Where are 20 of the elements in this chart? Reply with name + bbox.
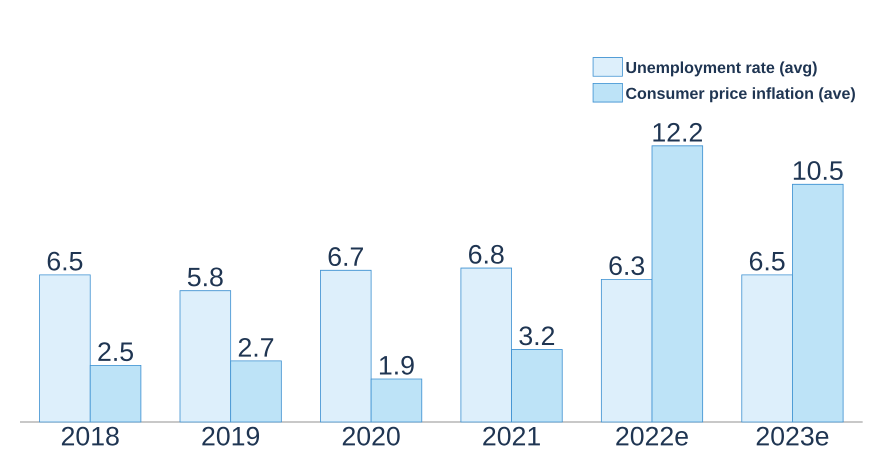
data-label: 5.8 (188, 268, 223, 286)
x-tick-label: 2018 (62, 426, 119, 446)
data-label: 12.2 (653, 122, 702, 142)
data-label: 6.8 (469, 244, 504, 264)
x-tick-label: 2019 (202, 426, 260, 446)
legend-label: Unemployment rate (avg) (626, 61, 817, 76)
x-tick-label: 2023e (756, 426, 828, 446)
data-label: 6.5 (48, 252, 82, 271)
data-label: 6.3 (610, 256, 644, 276)
data-label: 2.7 (238, 338, 274, 357)
x-tick-label: 2021 (483, 426, 540, 446)
data-label: 6.7 (328, 247, 363, 266)
data-label: 3.2 (519, 326, 554, 346)
legend-label: Consumer price inflation (ave) (626, 87, 855, 102)
x-tick-label: 2020 (342, 426, 400, 446)
data-label: 10.5 (794, 161, 843, 180)
data-label: 1.9 (380, 356, 414, 375)
data-label: 2.5 (98, 342, 133, 362)
x-tick-label: 2022e (616, 426, 688, 446)
data-label: 6.5 (750, 252, 785, 271)
